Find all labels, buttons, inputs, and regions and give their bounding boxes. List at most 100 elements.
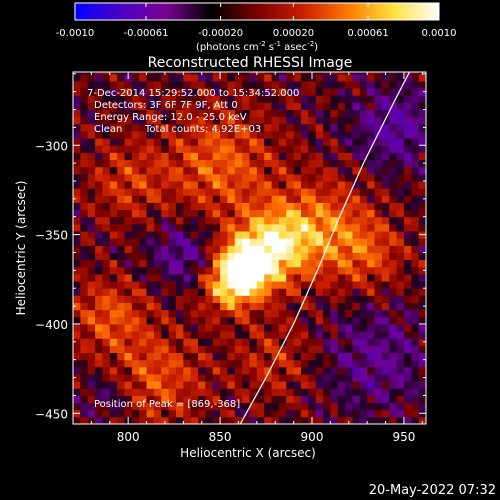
heatmap-cell	[175, 302, 184, 311]
heatmap-cell	[367, 231, 376, 239]
heatmap-cell	[278, 80, 287, 89]
heatmap-cell	[330, 373, 339, 382]
heatmap-cell	[87, 209, 96, 218]
heatmap-cell	[337, 223, 346, 232]
heatmap-cell	[352, 259, 361, 268]
heatmap-cell	[227, 95, 236, 103]
heatmap-cell	[117, 345, 125, 354]
heatmap-cell	[381, 338, 390, 346]
heatmap-cell	[190, 288, 199, 296]
heatmap-cell	[190, 352, 199, 361]
heatmap-cell	[286, 202, 295, 211]
heatmap-cell	[293, 123, 302, 132]
heatmap-cell	[271, 409, 280, 418]
heatmap-cell	[323, 395, 331, 404]
heatmap-cell	[205, 338, 214, 346]
heatmap-cell	[396, 145, 405, 153]
heatmap-cell	[139, 80, 148, 89]
heatmap-cell	[345, 130, 353, 139]
heatmap-cell	[396, 130, 405, 139]
annotation-peak: Position of Peak = [869,-368]	[94, 399, 240, 410]
heatmap-cell	[315, 202, 324, 211]
heatmap-cell	[396, 366, 405, 375]
heatmap-cell	[117, 323, 125, 332]
heatmap-cell	[124, 302, 133, 311]
heatmap-cell	[117, 180, 125, 189]
heatmap-cell	[146, 180, 155, 189]
heatmap-cell	[256, 366, 265, 375]
heatmap-cell	[315, 145, 324, 153]
heatmap-cell	[190, 95, 199, 103]
heatmap-cell	[411, 180, 420, 189]
heatmap-cell	[286, 145, 295, 153]
heatmap-cell	[183, 345, 192, 354]
heatmap-cell	[286, 316, 295, 325]
heatmap-cell	[271, 180, 280, 189]
heatmap-cell	[359, 123, 368, 132]
heatmap-cell	[175, 109, 184, 118]
heatmap-cell	[381, 259, 390, 268]
heatmap-cell	[131, 123, 140, 132]
heatmap-cell	[109, 388, 118, 396]
heatmap-cell	[389, 231, 398, 239]
heatmap-cell	[95, 266, 103, 275]
heatmap-cell	[205, 209, 214, 218]
heatmap-cell	[220, 173, 228, 182]
heatmap-cell	[161, 223, 170, 232]
heatmap-cell	[220, 316, 228, 325]
heatmap-cell	[418, 323, 426, 332]
heatmap-cell	[153, 245, 162, 253]
heatmap-cell	[337, 95, 346, 103]
heatmap-cell	[374, 238, 383, 246]
heatmap-cell	[212, 331, 221, 339]
heatmap-cell	[117, 109, 125, 118]
heatmap-cell	[411, 302, 420, 311]
heatmap-cell	[131, 309, 140, 318]
heatmap-cell	[308, 309, 317, 318]
heatmap-cell	[153, 138, 162, 146]
heatmap-cell	[374, 80, 383, 89]
heatmap-cell	[168, 323, 177, 332]
annotation-clean: Clean	[94, 124, 122, 135]
heatmap-cell	[337, 216, 346, 225]
heatmap-cell	[242, 266, 250, 275]
heatmap-cell	[345, 309, 353, 318]
heatmap-cell	[389, 95, 398, 103]
annotation-detectors: Detectors: 3F 6F 7F 9F, Att 0	[94, 100, 238, 111]
heatmap-cell	[102, 245, 111, 253]
heatmap-cell	[256, 395, 265, 404]
heatmap-cell	[227, 159, 236, 168]
heatmap-cell	[73, 302, 81, 311]
heatmap-cell	[352, 180, 361, 189]
heatmap-cell	[403, 359, 412, 368]
heatmap-cell	[308, 152, 317, 161]
heatmap-cell	[95, 95, 103, 103]
heatmap-cell	[117, 88, 125, 96]
heatmap-cell	[131, 223, 140, 232]
heatmap-cell	[87, 95, 96, 103]
x-tick-label: 950	[392, 430, 415, 444]
heatmap-cell	[323, 80, 331, 89]
heatmap-cell	[271, 209, 280, 218]
heatmap-cell	[396, 73, 405, 82]
y-tick-label: −350	[35, 229, 68, 243]
heatmap-cell	[161, 273, 170, 282]
heatmap-cell	[418, 159, 426, 168]
heatmap-cell	[330, 331, 339, 339]
heatmap-cell	[264, 381, 273, 389]
y-tick-label: −450	[35, 407, 68, 421]
heatmap-cell	[418, 145, 426, 153]
heatmap-cell	[153, 338, 162, 346]
heatmap-cell	[411, 345, 420, 354]
heatmap-cell	[131, 352, 140, 361]
heatmap-cell	[168, 345, 177, 354]
heatmap-cell	[139, 388, 148, 396]
heatmap-cell	[293, 331, 302, 339]
heatmap-cell	[367, 316, 376, 325]
heatmap-cell	[153, 352, 162, 361]
heatmap-cell	[330, 381, 339, 389]
heatmap-cell	[242, 95, 250, 103]
heatmap-cell	[271, 316, 280, 325]
heatmap-cell	[102, 195, 111, 203]
